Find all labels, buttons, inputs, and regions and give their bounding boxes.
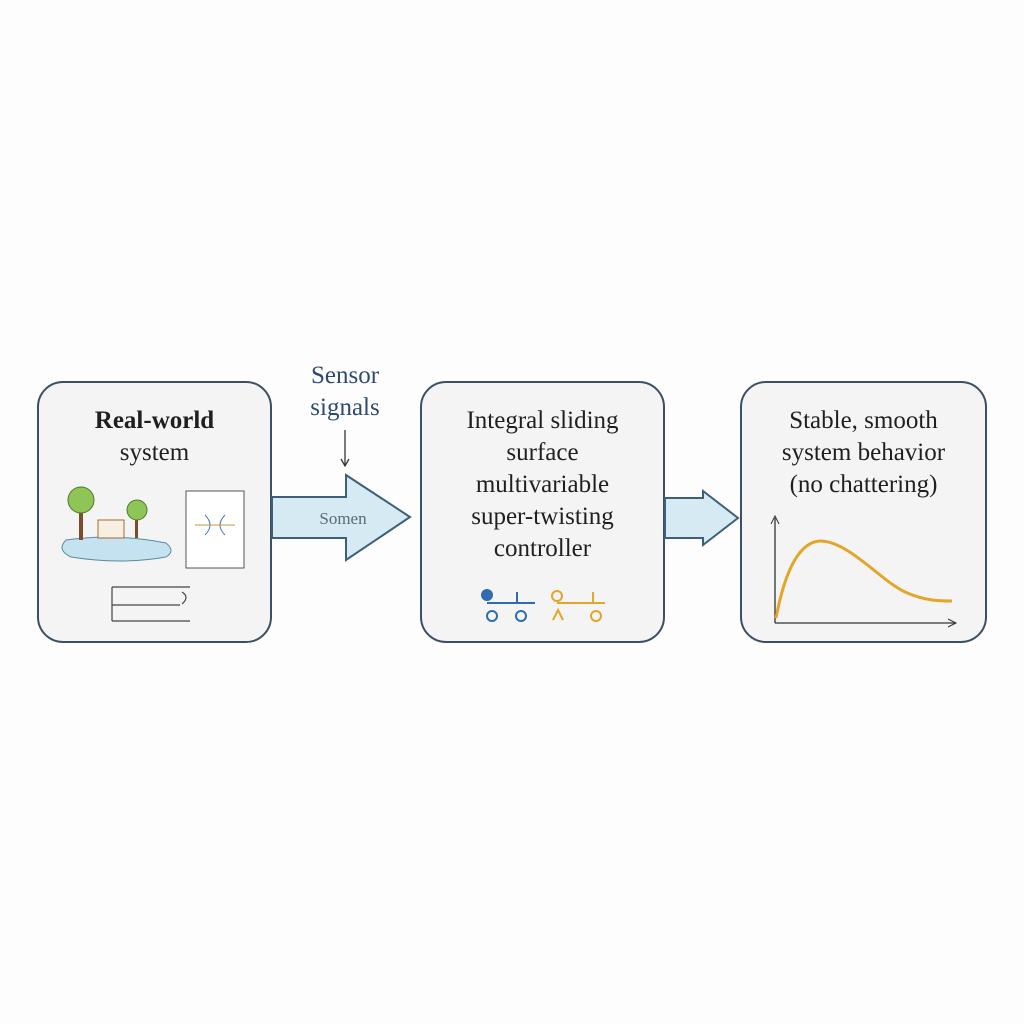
stable-behavior-title: Stable, smooth system behavior (no chatt… [742,405,985,501]
sensor-image-frame [185,490,245,569]
title-line: system behavior [781,439,946,466]
down-arrow-icon [340,430,350,468]
x-axis-arrow-icon [947,618,958,628]
real-world-system-title: Real-world system [39,405,270,469]
controller-box: Integral sliding surface multivariable s… [420,381,665,643]
signal-icon [195,514,235,536]
y-axis-arrow-icon [770,514,780,525]
title-line: Real-world [94,407,215,434]
block-diagram-icon [111,586,190,622]
response-curve [774,539,953,619]
sensor-signals-label: Sensor signals [300,360,390,424]
response-chart [770,514,958,628]
title-line: multivariable [475,471,610,498]
title-line: controller [493,535,592,562]
title-line: (no chattering) [789,471,938,498]
controller-network-icon [481,589,605,622]
controller-title: Integral sliding surface multivariable s… [422,405,663,565]
title-line: surface [506,439,579,466]
title-line: system [119,439,190,466]
label-line: Sensor [310,362,380,389]
sensor-arrow-text: Somen [319,509,367,528]
title-line: Integral sliding [466,407,619,434]
label-line: signals [310,394,380,421]
title-line: Stable, smooth [789,407,938,434]
sensor-arrow [271,473,412,562]
landscape-icon [61,486,172,562]
title-line: super-twisting [471,503,614,530]
output-arrow [664,488,740,548]
